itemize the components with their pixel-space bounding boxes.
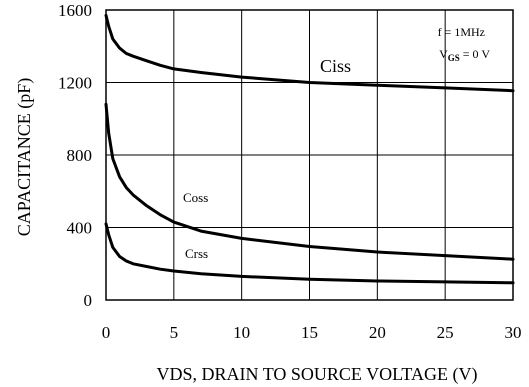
series-line-crss xyxy=(104,222,515,285)
series-line-ciss xyxy=(104,13,515,93)
x-tick-label-5: 5 xyxy=(170,323,179,342)
y-tick-label-0: 0 xyxy=(84,291,93,310)
tick-labels: 0 5 10 15 20 25 30 0 400 800 1200 1600 xyxy=(58,1,522,342)
y-tick-label-1600: 1600 xyxy=(58,1,92,20)
plot-frame xyxy=(105,9,514,301)
x-tick-label-25: 25 xyxy=(437,323,454,342)
y-tick-label-800: 800 xyxy=(67,146,93,165)
x-tick-label-0: 0 xyxy=(102,323,111,342)
series-lines xyxy=(104,13,515,285)
annotation-frequency: f = 1MHz xyxy=(438,25,485,39)
series-label-crss: Crss xyxy=(185,246,208,261)
x-tick-label-30: 30 xyxy=(505,323,522,342)
y-tick-label-1200: 1200 xyxy=(58,74,92,93)
series-line-coss xyxy=(104,102,515,261)
annotation-vgs: VGS = 0 V xyxy=(439,47,490,63)
y-tick-label-400: 400 xyxy=(67,219,93,238)
y-axis-label: CAPACITANCE (pF) xyxy=(14,78,35,236)
x-tick-label-10: 10 xyxy=(233,323,250,342)
x-tick-label-15: 15 xyxy=(301,323,318,342)
grid-lines xyxy=(106,10,513,300)
x-axis-label: VDS, DRAIN TO SOURCE VOLTAGE (V) xyxy=(157,364,478,385)
series-label-ciss: Ciss xyxy=(320,56,351,76)
x-tick-label-20: 20 xyxy=(369,323,386,342)
series-label-coss: Coss xyxy=(183,190,208,205)
